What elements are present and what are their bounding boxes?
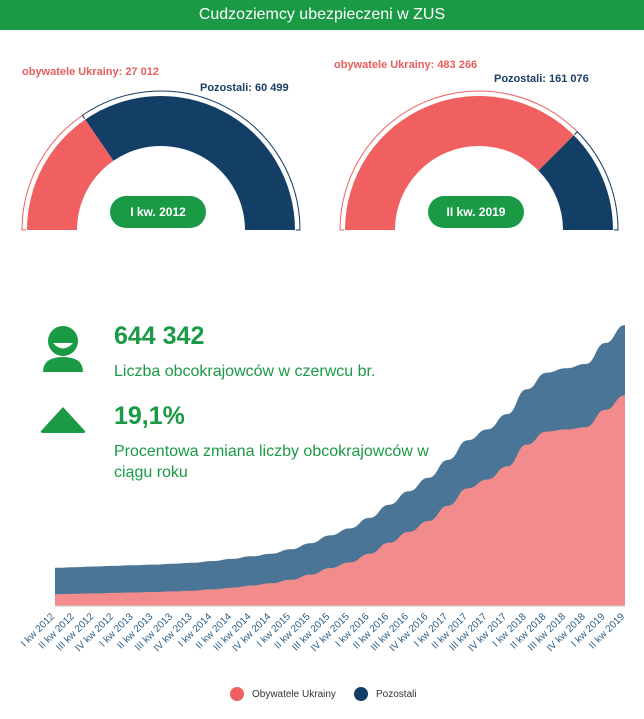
gauge-right-others-bracket — [574, 131, 619, 231]
triangle-up-icon — [40, 407, 86, 433]
stat-change-description: Procentowa zmiana liczby obcokrajowców w… — [114, 443, 429, 481]
gauge-charts — [21, 90, 619, 231]
stat-count-description: Liczba obcokrajowców w czerwcu br. — [114, 363, 376, 380]
gauge-left — [21, 90, 301, 231]
gauge-right-others-arc — [538, 135, 613, 230]
legend-label-others: Pozostali — [376, 689, 417, 700]
gauge-right-ukraine-bracket — [339, 90, 578, 231]
gauge-right-ukraine-arc — [345, 95, 574, 230]
legend-item-ukraine: Obywatele Ukrainy — [230, 686, 336, 704]
page-header: Cudzoziemcy ubezpieczeni w ZUS — [0, 0, 644, 30]
gauge-right-others-label: Pozostali: 161 076 — [494, 73, 589, 85]
gauge-left-ukraine-bracket — [21, 114, 86, 231]
gauge-left-others-bracket — [81, 90, 301, 231]
page-title: Cudzoziemcy ubezpieczeni w ZUS — [198, 6, 446, 23]
legend-swatch-ukraine — [230, 687, 244, 702]
legend-swatch-others — [354, 687, 368, 702]
legend-item-others: Pozostali — [354, 686, 417, 704]
area-series-ukraine — [55, 395, 625, 606]
stat-count-value: 644 342 — [114, 322, 205, 350]
gauge-left-others-arc — [85, 95, 296, 230]
chart-legend: Obywatele Ukrainy Pozostali — [0, 686, 644, 704]
gauge-right-ukraine-label: obywatele Ukrainy: 483 266 — [334, 59, 478, 71]
stat-change-value: 19,1% — [114, 402, 185, 430]
person-icon — [43, 326, 83, 372]
gauge-left-others-label: Pozostali: 60 499 — [200, 82, 289, 94]
gauge-left-period-badge: I kw. 2012 — [110, 196, 206, 228]
legend-label-ukraine: Obywatele Ukrainy — [252, 689, 336, 700]
gauge-left-ukraine-arc — [27, 119, 114, 230]
gauge-right-period-badge: II kw. 2019 — [428, 196, 524, 228]
gauge-left-ukraine-label: obywatele Ukrainy: 27 012 — [22, 66, 159, 78]
gauge-right — [339, 90, 619, 231]
